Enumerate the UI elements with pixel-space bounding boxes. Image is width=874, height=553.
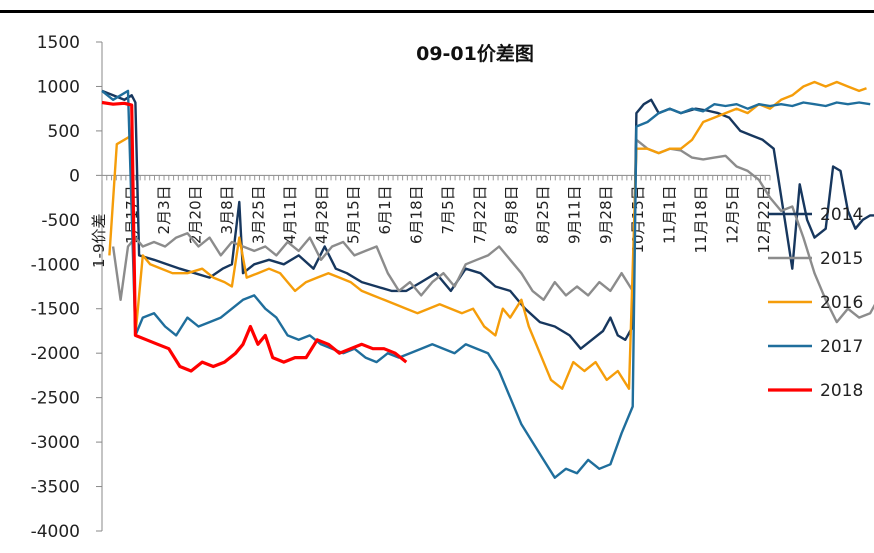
series-line-2017 [101, 89, 871, 479]
x-tick-label: 8月8日 [502, 185, 520, 234]
x-tick-label: 9月11日 [566, 185, 584, 244]
legend: 2014 2015 2016 2017 2018 [768, 205, 863, 401]
x-tick-label: 4月11日 [281, 185, 299, 244]
x-tick-label: 12月5日 [724, 185, 742, 244]
x-tick-label: 2月3日 [155, 185, 173, 234]
legend-label-2015: 2015 [820, 249, 863, 269]
y-tick-label: -2500 [31, 389, 80, 409]
y-tick-label: 500 [48, 122, 80, 142]
series-line-2018 [101, 100, 408, 373]
y-tick-label: -1000 [31, 255, 80, 275]
y-tick-label: -500 [41, 211, 80, 231]
x-axis: 1月17日 2月3日 2月20日 3月8日 3月25日 4月11日 4月28日 5月15日 6月… [101, 174, 773, 254]
x-tick-label: 6月1日 [376, 185, 394, 234]
legend-label-2018: 2018 [820, 381, 863, 401]
x-tick-label: 11月1日 [660, 185, 678, 244]
y-tick-label: -4000 [31, 522, 80, 542]
x-tick-label: 3月8日 [218, 185, 236, 234]
x-tick-label: 10月15日 [629, 185, 647, 253]
y-tick-label: 1500 [37, 33, 80, 53]
legend-label-2016: 2016 [820, 293, 863, 313]
x-tick-label: 6月18日 [408, 185, 426, 244]
y-tick-label: -2000 [31, 344, 80, 364]
y-tick-label: -3500 [31, 478, 80, 498]
chart-title: 09-01价差图 [416, 42, 534, 65]
series-line-2015 [111, 138, 874, 324]
plot-area [101, 80, 874, 479]
series-line-2016 [108, 80, 867, 390]
series-line-2014 [101, 89, 874, 350]
x-tick-label: 7月22日 [471, 185, 489, 244]
y-tick-label: -1500 [31, 300, 80, 320]
y-tick-label: 0 [69, 166, 80, 186]
x-tick-label: 8月25日 [534, 185, 552, 244]
legend-label-2014: 2014 [820, 205, 863, 225]
x-tick-label: 5月15日 [344, 185, 362, 244]
x-tick-label: 11月18日 [692, 185, 710, 253]
y-tick-label: -3000 [31, 433, 80, 453]
y-axis-label: 1-9价差 [90, 214, 108, 269]
x-tick-label: 7月5日 [439, 185, 457, 234]
top-border [0, 10, 874, 13]
x-tick-label: 9月28日 [597, 185, 615, 244]
x-tick-label: 4月28日 [313, 185, 331, 244]
x-tick-label: 12月22日 [755, 185, 773, 253]
x-tick-label: 3月25日 [250, 185, 268, 244]
x-tick-label: 2月20日 [186, 185, 204, 244]
legend-label-2017: 2017 [820, 337, 863, 357]
y-tick-label: 1000 [37, 77, 80, 97]
y-axis: 1500 1000 500 0 -500 -1000 -1500 -2000 -2500 -300… [31, 33, 103, 542]
